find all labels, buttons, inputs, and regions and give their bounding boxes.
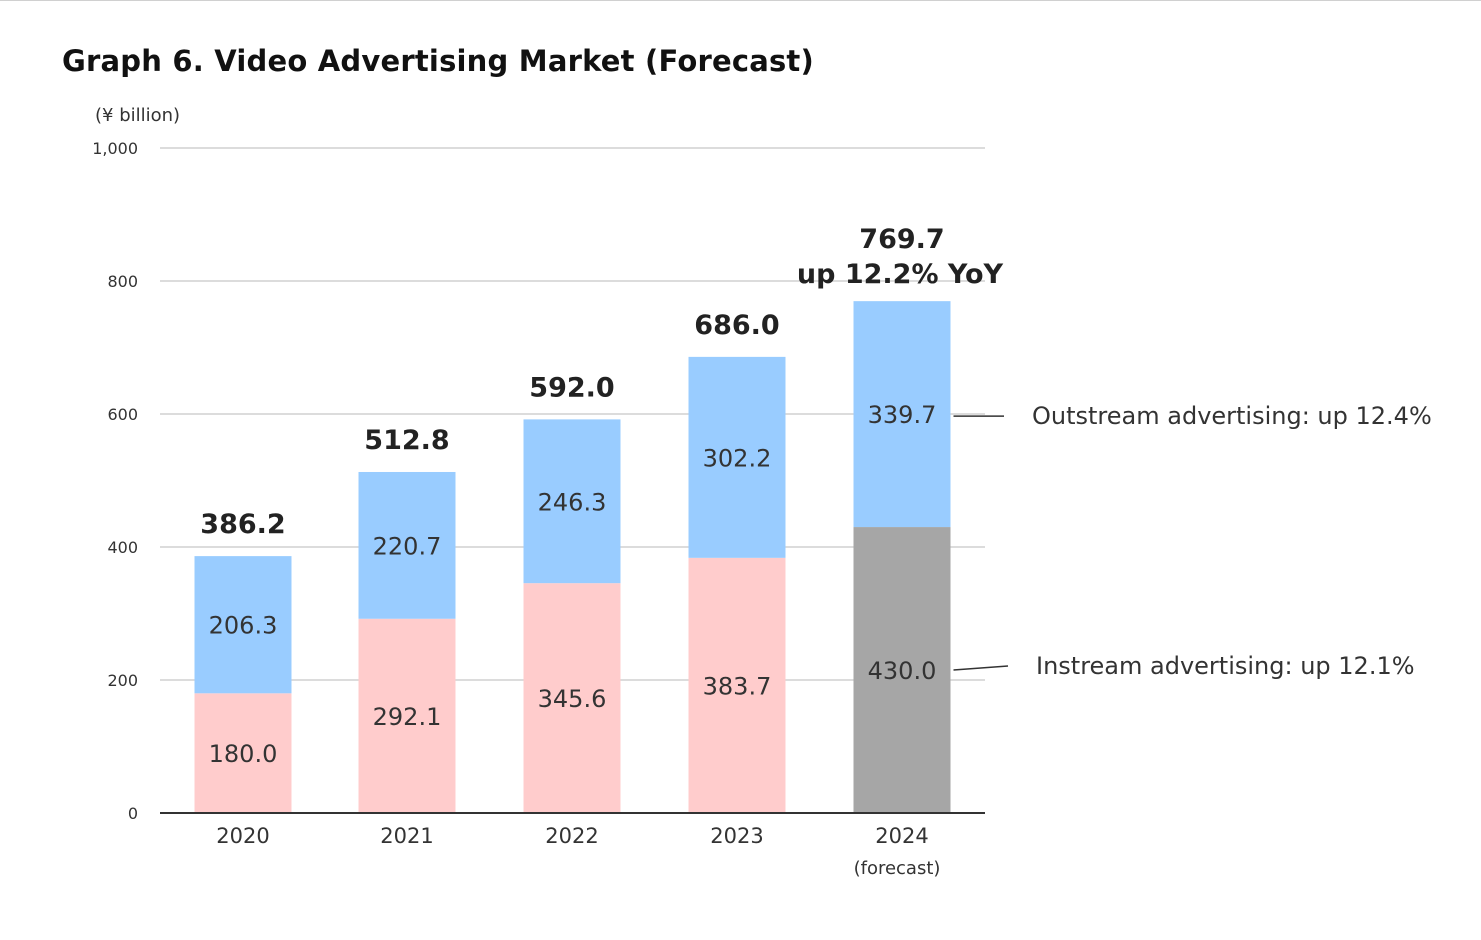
bar-value-label: 292.1	[373, 703, 442, 731]
bar-value-label: 345.6	[538, 685, 607, 713]
bar-segment-outstream	[523, 419, 621, 584]
annotation-label: Instream advertising: up 12.1%	[1036, 652, 1415, 680]
bar-segment-instream	[853, 527, 951, 813]
bar-total-label: 512.8	[364, 425, 449, 456]
y-tick-label: 400	[107, 538, 138, 557]
bar-segment-instream	[194, 693, 292, 813]
bar-value-label: 383.7	[703, 672, 772, 700]
bar-value-label: 220.7	[373, 532, 442, 560]
x-tick-label: 2022	[545, 824, 598, 848]
y-tick-label: 1,000	[92, 139, 138, 158]
bar-total-label: 592.0	[529, 372, 614, 403]
bar-value-label: 430.0	[868, 657, 937, 685]
chart-title: Graph 6. Video Advertising Market (Forec…	[62, 44, 814, 78]
y-unit-label: (¥ billion)	[95, 105, 180, 126]
y-tick-label: 600	[107, 405, 138, 424]
bar-segment-outstream	[853, 301, 951, 528]
bar-value-label: 206.3	[209, 612, 278, 640]
bar-segment-outstream	[194, 556, 292, 694]
bar-segment-instream	[688, 557, 786, 813]
bar-segment-outstream	[358, 471, 456, 619]
bar-segment-outstream	[688, 356, 786, 558]
bar-total-label: 386.2	[200, 509, 285, 540]
bar-segment-instream	[523, 583, 621, 813]
bar-total-label: 769.7	[859, 224, 944, 255]
x-tick-label: 2023	[710, 824, 763, 848]
bar-value-label: 246.3	[538, 488, 607, 516]
bar-value-label: 302.2	[703, 444, 772, 472]
bar-segment-instream	[358, 618, 456, 813]
y-tick-label: 800	[107, 272, 138, 291]
x-tick-label: 2021	[380, 824, 433, 848]
y-tick-label: 200	[107, 671, 138, 690]
annotation-label: Outstream advertising: up 12.4%	[1032, 402, 1432, 430]
y-tick-label: 0	[128, 804, 138, 823]
x-tick-label: 2020	[216, 824, 269, 848]
x-tick-sublabel: (forecast)	[854, 858, 941, 879]
bar-value-label: 180.0	[209, 740, 278, 768]
top-border-line	[0, 0, 1481, 1]
annotation-leader-line	[953, 665, 1009, 671]
bar-total-sublabel: up 12.2% YoY	[797, 259, 1004, 290]
x-tick-label: 2024	[875, 824, 928, 848]
bar-value-label: 339.7	[868, 401, 937, 429]
bar-total-label: 686.0	[694, 310, 779, 341]
